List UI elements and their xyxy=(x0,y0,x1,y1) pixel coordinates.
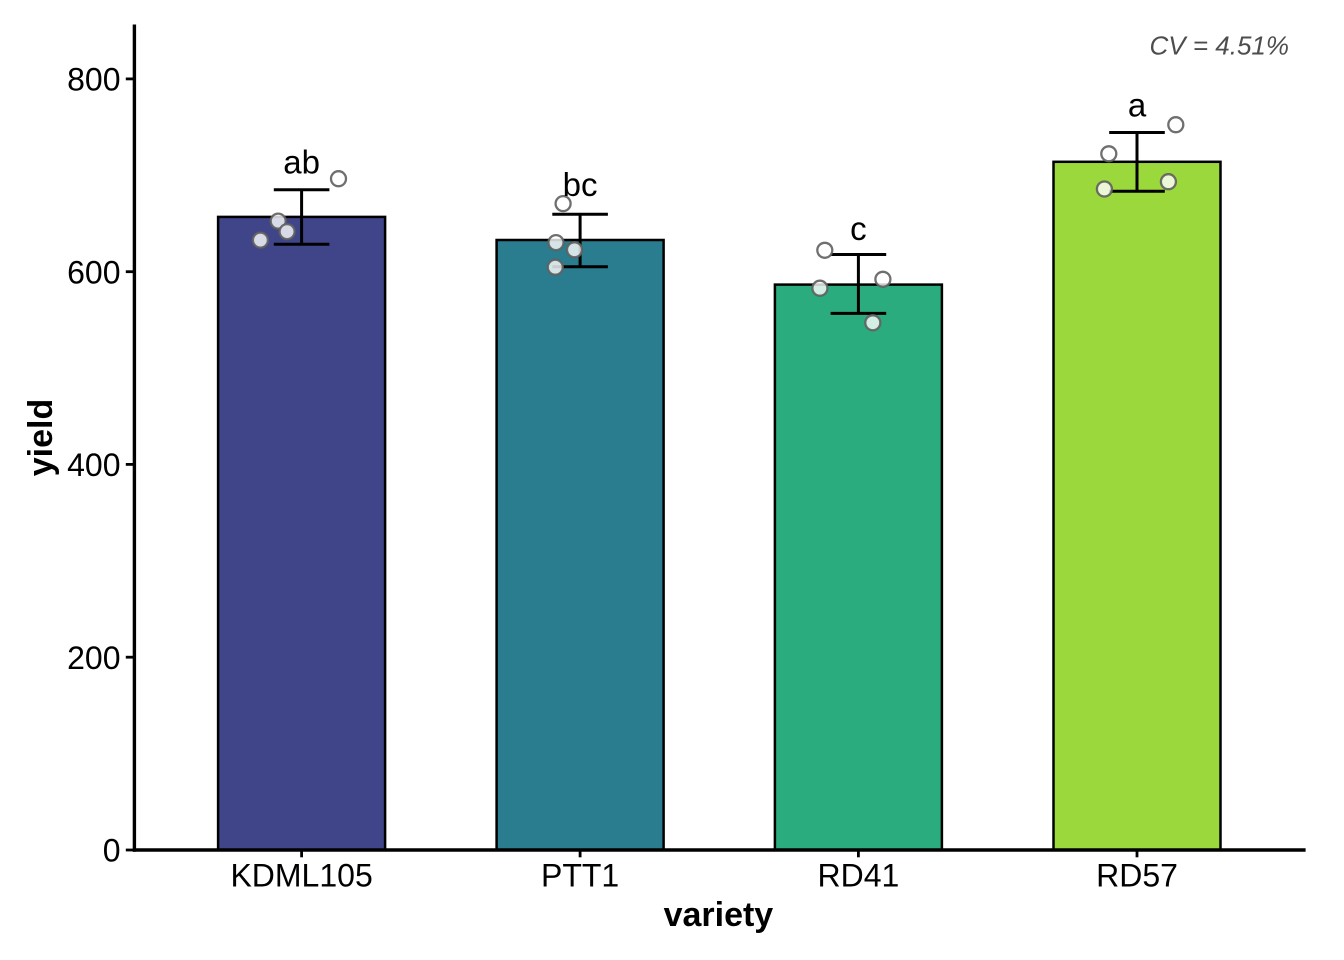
svg-text:KDML105: KDML105 xyxy=(230,858,372,894)
svg-text:CV = 4.51%: CV = 4.51% xyxy=(1150,31,1289,61)
svg-text:0: 0 xyxy=(103,833,121,869)
svg-text:600: 600 xyxy=(67,254,120,290)
svg-text:variety: variety xyxy=(664,896,774,934)
svg-text:PTT1: PTT1 xyxy=(541,858,619,894)
svg-text:yield: yield xyxy=(22,399,60,476)
svg-text:bc: bc xyxy=(563,166,598,203)
svg-text:a: a xyxy=(1128,87,1147,124)
svg-text:RD57: RD57 xyxy=(1096,858,1178,894)
svg-text:800: 800 xyxy=(67,62,120,98)
svg-text:400: 400 xyxy=(67,447,120,483)
svg-text:RD41: RD41 xyxy=(817,858,899,894)
svg-text:c: c xyxy=(850,210,867,247)
svg-text:ab: ab xyxy=(283,144,320,181)
svg-text:200: 200 xyxy=(67,640,120,676)
